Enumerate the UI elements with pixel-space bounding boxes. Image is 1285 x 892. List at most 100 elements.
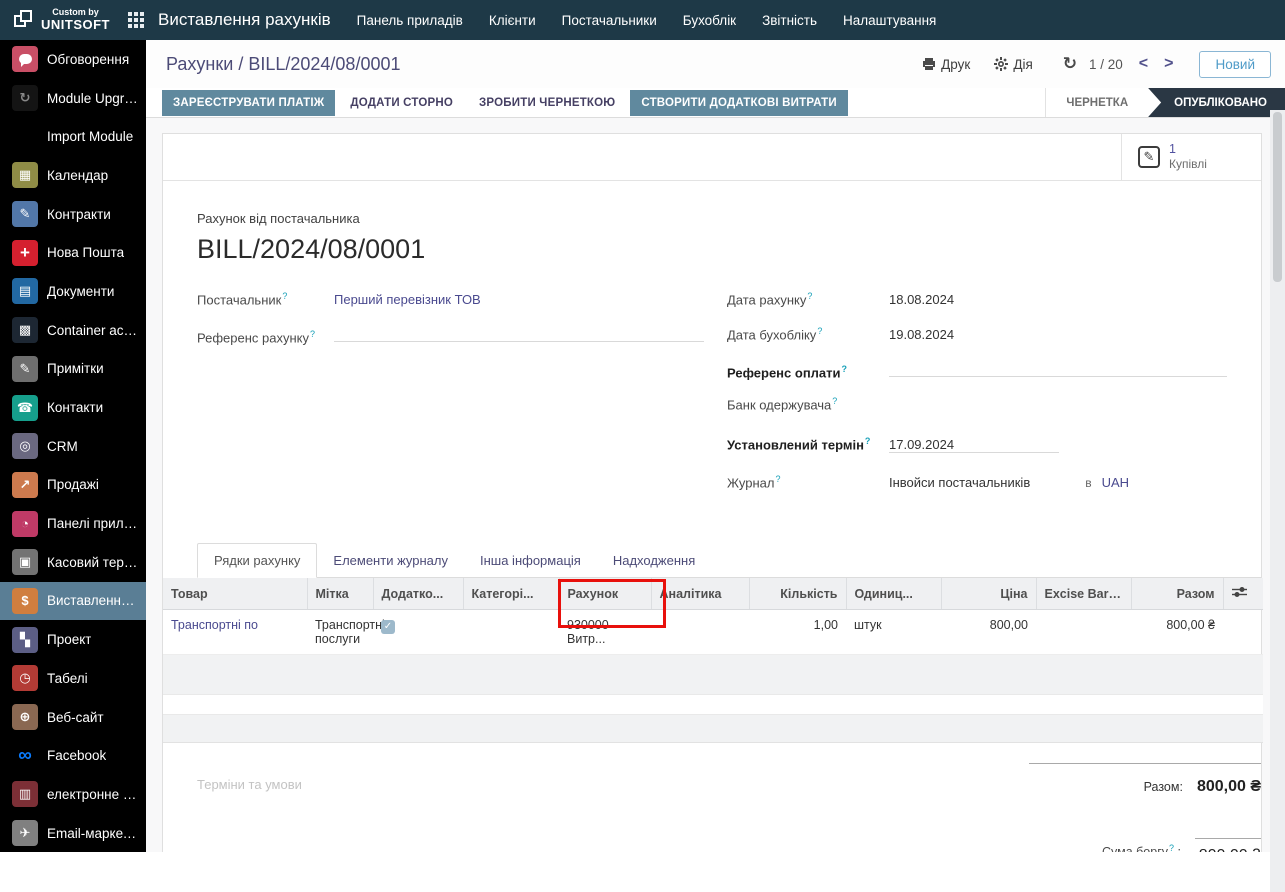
sliders-icon — [1231, 587, 1247, 597]
journal-value[interactable]: Інвойси постачальників — [889, 475, 1031, 491]
sidebar-item-label: Import Module — [47, 129, 134, 145]
col-quantity[interactable]: Кількість — [749, 578, 847, 610]
menu-accounting[interactable]: Бухоблік — [682, 12, 737, 28]
col-label[interactable]: Мітка — [307, 578, 374, 610]
due-date-row: Установлений термін? 17.09.2024 — [727, 436, 1227, 458]
unitsoft-logo[interactable]: Custom by UNITSOFT — [0, 7, 120, 32]
invoice-date-value[interactable]: 18.08.2024 — [889, 292, 955, 308]
menu-customers[interactable]: Клієнти — [488, 12, 536, 28]
next-record-button[interactable]: > — [1164, 55, 1174, 72]
new-button[interactable]: Новий — [1199, 50, 1271, 78]
chat-icon — [12, 46, 38, 73]
sidebar-item-contacts[interactable]: ☎ Контакти — [0, 388, 146, 427]
table-header-row: Товар Мітка Додатко... Категорі... Рахун… — [163, 578, 1263, 610]
footer-area: Терміни та умови Разом: 800,00 ₴ Сума бо… — [163, 743, 1261, 852]
menu-dashboard[interactable]: Панель приладів — [356, 12, 463, 28]
sidebar-item-project[interactable]: ▚ Проект — [0, 620, 146, 659]
print-button[interactable]: Друк — [914, 53, 978, 76]
partner-value[interactable]: Перший перевізник ТОВ — [334, 292, 481, 308]
line-product[interactable]: Транспортні по — [163, 609, 307, 655]
sidebar-item-pos[interactable]: ▣ Касовий термін... — [0, 543, 146, 582]
add-credit-note-button[interactable]: ДОДАТИ СТОРНО — [339, 90, 464, 116]
tab-journal-items[interactable]: Елементи журналу — [333, 553, 448, 568]
col-price[interactable]: Ціна — [941, 578, 1037, 610]
menu-vendors[interactable]: Постачальники — [561, 12, 657, 28]
line-category[interactable] — [463, 609, 559, 655]
sidebar-item-invoicing-active[interactable]: $ Виставлення ра... — [0, 581, 146, 621]
line-price[interactable]: 800,00 — [941, 609, 1036, 655]
sidebar-item-module-upgrade[interactable]: ↻ Module Upgrade — [0, 79, 146, 118]
line-excise[interactable] — [1036, 609, 1131, 655]
refresh-icon[interactable]: ↻ — [1062, 54, 1078, 73]
sidebar-item-timesheets[interactable]: ◷ Табелі — [0, 659, 146, 698]
vertical-scrollbar[interactable] — [1270, 110, 1285, 892]
line-account[interactable]: 930000 Витр... — [559, 609, 651, 655]
accounting-date-value[interactable]: 19.08.2024 — [889, 327, 955, 343]
sidebar-item-documents[interactable]: ▤ Документи — [0, 272, 146, 311]
status-draft[interactable]: ЧЕРНЕТКА — [1066, 96, 1129, 109]
amount-due-value: 800,00 ₴ — [1195, 838, 1261, 852]
apps-grid-icon[interactable] — [128, 12, 144, 28]
reset-to-draft-button[interactable]: ЗРОБИТИ ЧЕРНЕТКОЮ — [468, 90, 626, 116]
tab-other-info[interactable]: Інша інформація — [480, 553, 581, 568]
action-button[interactable]: Дія — [986, 53, 1040, 76]
create-landed-costs-button[interactable]: СТВОРИТИ ДОДАТКОВІ ВИТРАТИ — [630, 89, 848, 116]
col-analytic[interactable]: Аналітика — [651, 578, 750, 610]
tab-invoice-lines[interactable]: Рядки рахунку — [197, 543, 318, 578]
sidebar-item-contracts[interactable]: ✎ Контракти — [0, 195, 146, 234]
col-total[interactable]: Разом — [1131, 578, 1224, 610]
help-icon: ? — [841, 363, 848, 374]
purchases-stat-button[interactable]: ✎ 1 Купівлі — [1121, 134, 1261, 180]
line-analytic[interactable] — [651, 609, 749, 655]
form-left-column: Постачальник? Перший перевізник ТОВ Рефе… — [197, 291, 705, 509]
line-label[interactable]: Транспортні послуги — [307, 609, 385, 655]
menu-settings[interactable]: Налаштування — [843, 12, 937, 28]
app-name[interactable]: Виставлення рахунків — [158, 10, 331, 29]
invoice-lines-table: Товар Мітка Додатко... Категорі... Рахун… — [163, 578, 1263, 743]
bill-reference-input[interactable] — [334, 326, 704, 342]
col-category[interactable]: Категорі... — [463, 578, 560, 610]
sidebar-item-email-marketing[interactable]: ✈ Email-маркетинг — [0, 814, 146, 852]
col-product[interactable]: Товар — [163, 578, 308, 610]
sidebar-item-crm[interactable]: ◎ CRM — [0, 427, 146, 466]
sidebar-item-nova-poshta[interactable]: + Нова Пошта — [0, 233, 146, 272]
extra-checkbox-checked[interactable]: ✓ — [381, 619, 395, 634]
breadcrumb-current: BILL/2024/08/0001 — [248, 53, 401, 74]
sidebar-item-container-actions[interactable]: ▩ Container actions — [0, 311, 146, 350]
line-uom[interactable]: штук — [846, 609, 941, 655]
optional-columns-icon[interactable] — [1223, 578, 1263, 610]
invoice-line-row[interactable]: Транспортні по Транспортні послуги ✓ 930… — [163, 609, 1263, 655]
sidebar-item-calendar[interactable]: ▦ Календар — [0, 156, 146, 195]
sidebar-item-dashboards[interactable]: ◔ Панелі приладів — [0, 504, 146, 543]
line-quantity[interactable]: 1,00 — [749, 609, 846, 655]
sidebar-item-label: Продажі — [47, 477, 99, 493]
meta-icon: ∞ — [18, 744, 32, 766]
menu-reporting[interactable]: Звітність — [762, 12, 818, 28]
payment-reference-input[interactable] — [889, 361, 1227, 377]
due-date-input[interactable]: 17.09.2024 — [889, 437, 1059, 454]
col-uom[interactable]: Одиниц... — [846, 578, 942, 610]
sidebar-item-elearning[interactable]: ▥ електронне на... — [0, 775, 146, 814]
sidebar-item-facebook[interactable]: ∞ Facebook — [0, 736, 146, 775]
sidebar-item-import-module[interactable]: Import Module — [0, 117, 146, 156]
currency-value[interactable]: UAH — [1101, 475, 1130, 491]
scrollbar-thumb[interactable] — [1273, 112, 1282, 282]
line-total: 800,00 ₴ — [1131, 609, 1223, 655]
sidebar-item-sales[interactable]: ↗ Продажі — [0, 466, 146, 505]
col-excise[interactable]: Excise Barco... — [1036, 578, 1132, 610]
terms-placeholder[interactable]: Терміни та умови — [197, 777, 302, 792]
action-label: Дія — [1013, 56, 1033, 72]
breadcrumb: Рахунки / BILL/2024/08/0001 — [166, 54, 914, 75]
sidebar-item-discuss[interactable]: Обговорення — [0, 40, 146, 79]
sidebar-item-website[interactable]: ⊕ Веб-сайт — [0, 698, 146, 737]
sidebar-item-notes[interactable]: ✎ Примітки — [0, 350, 146, 389]
breadcrumb-invoices-link[interactable]: Рахунки — [166, 53, 234, 74]
amount-due-label: Сума боргу? : — [1102, 843, 1181, 852]
tab-receipts[interactable]: Надходження — [612, 553, 696, 568]
col-account[interactable]: Рахунок — [559, 578, 652, 610]
register-payment-button[interactable]: ЗАРЕЄСТРУВАТИ ПЛАТІЖ — [162, 89, 336, 116]
status-published[interactable]: ОПУБЛІКОВАНО — [1148, 88, 1285, 117]
col-extra[interactable]: Додатко... — [373, 578, 464, 610]
stat-label: Купівлі — [1169, 157, 1207, 172]
prev-record-button[interactable]: < — [1138, 55, 1149, 72]
